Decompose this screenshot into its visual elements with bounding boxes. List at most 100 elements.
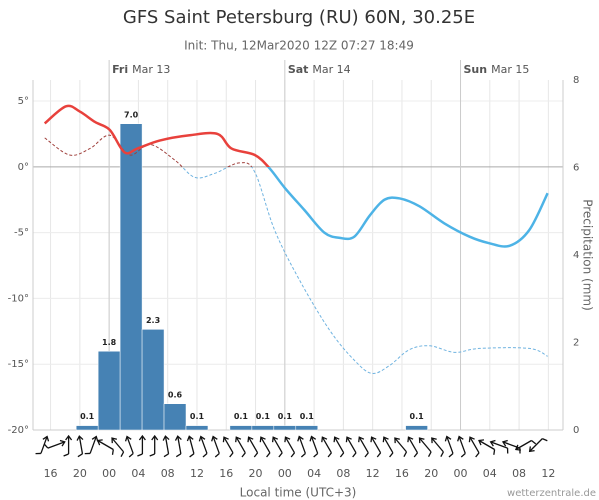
wind-feather [111, 449, 114, 455]
bar-value-label: 7.0 [124, 110, 139, 119]
wind-shaft [223, 436, 234, 454]
x-tick-label: 12 [541, 467, 555, 480]
wind-feather [413, 452, 419, 458]
credit: wetterzentrale.de [507, 488, 596, 499]
wind-shaft [298, 436, 306, 454]
wind-head [431, 437, 437, 444]
x-tick-label: 16 [44, 467, 58, 480]
y-tick-label: -5° [14, 228, 29, 239]
wind-shaft [284, 436, 296, 454]
wind-feather [43, 443, 49, 449]
wind-barb [514, 439, 537, 451]
bar-value-label: 1.8 [102, 338, 117, 347]
bar-value-label: 0.1 [256, 412, 271, 421]
wind-barb [284, 436, 296, 458]
y-tick-label: -15° [8, 359, 29, 370]
wind-shaft [346, 436, 357, 454]
wind-head [42, 435, 50, 442]
precip-bar [119, 123, 143, 431]
wind-barb [370, 436, 382, 458]
wind-feather [278, 452, 283, 458]
wind-feather [313, 452, 319, 458]
wind-head [151, 434, 159, 441]
bar-value-label: 0.1 [80, 412, 95, 421]
x-tick-label: 04 [307, 467, 321, 480]
wind-shaft [89, 436, 97, 454]
wind-shaft [419, 437, 432, 453]
y-tick-label: 0° [18, 162, 29, 173]
wind-head [162, 435, 170, 441]
wind-barb [271, 436, 283, 458]
wind-shaft [490, 441, 508, 449]
wind-shaft [248, 436, 259, 454]
wind-shaft [47, 441, 65, 449]
y-tick-label: -10° [8, 293, 29, 304]
wind-feather [229, 452, 234, 458]
wind-feather [137, 453, 143, 457]
wind-feather [427, 451, 432, 457]
y2-tick-label: 2 [573, 338, 579, 349]
precip-bar [185, 425, 209, 431]
wind-head [186, 435, 194, 442]
precip-bar [405, 425, 428, 431]
y2-tick-label: 4 [573, 250, 579, 261]
wind-barb [259, 436, 271, 458]
wind-feather [175, 453, 182, 458]
bar-value-label: 0.1 [410, 412, 425, 421]
wind-shaft [383, 436, 394, 454]
precip-bar [163, 403, 187, 431]
wind-barb [174, 435, 182, 458]
wind-barb [222, 436, 234, 458]
wind-feather [531, 439, 537, 445]
x-tick-label: 20 [424, 467, 438, 480]
wind-barb [111, 437, 125, 457]
wind-shaft [200, 436, 208, 454]
wind-barb [63, 434, 73, 457]
wind-feather [120, 451, 125, 457]
wind-shaft [235, 436, 246, 454]
wind-head [528, 446, 535, 453]
wind-head [407, 436, 414, 443]
wind-head [91, 435, 99, 442]
wind-feather [300, 452, 306, 458]
wind-shaft [358, 436, 369, 454]
wind-head [457, 435, 464, 442]
wind-barb [198, 435, 208, 458]
wind-head [198, 435, 206, 442]
wind-barb [137, 434, 146, 457]
wind-feather [403, 451, 408, 457]
wind-head [65, 434, 73, 441]
day-label: Fri Mar 13 [112, 63, 170, 76]
wind-shaft [272, 436, 283, 454]
wind-barb [43, 439, 66, 449]
wind-head [382, 436, 389, 443]
wind-shaft [431, 437, 444, 453]
wind-feather [214, 452, 220, 458]
bar-value-label: 2.3 [146, 316, 160, 325]
chart-title: GFS Saint Petersburg (RU) 60N, 30.25E [123, 7, 475, 28]
x-tick-label: 20 [249, 467, 263, 480]
wind-head [514, 444, 521, 451]
wind-head [247, 436, 254, 443]
wind-head [111, 437, 118, 444]
wind-barb [84, 435, 99, 455]
wind-barb [235, 436, 246, 458]
wind-shaft [321, 436, 332, 454]
wind-head [489, 439, 496, 447]
wind-shaft [177, 436, 182, 454]
wind-feather [253, 452, 259, 458]
wind-shaft [310, 436, 319, 454]
x-tick-label: 16 [219, 467, 233, 480]
wind-barb [431, 437, 444, 457]
precip-bar [295, 425, 319, 431]
wind-feather [506, 448, 509, 454]
bar-value-label: 0.1 [278, 412, 293, 421]
wind-head [211, 435, 218, 442]
wind-barb [309, 435, 319, 458]
wind-head [271, 436, 279, 443]
wind-head [297, 435, 304, 442]
x-tick-label: 04 [483, 467, 497, 480]
wind-feather [290, 452, 296, 458]
wind-feather [339, 452, 345, 458]
